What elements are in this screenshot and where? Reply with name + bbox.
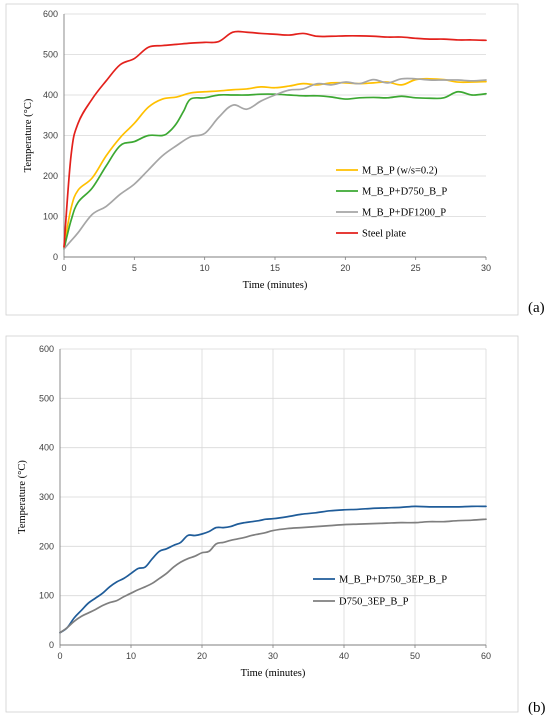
chart-a-xtick-4: 20 bbox=[340, 263, 350, 273]
chart-b-legend-label-0: M_B_P+D750_3EP_B_P bbox=[339, 575, 447, 586]
chart-b-xtick-0: 0 bbox=[57, 651, 62, 661]
chart-a-x-axis-label: Time (minutes) bbox=[243, 280, 308, 291]
chart-b-ytick-3: 300 bbox=[39, 492, 54, 502]
chart-a-series-2-line bbox=[63, 77, 487, 250]
chart-b-xtick-4: 40 bbox=[339, 651, 349, 661]
chart-b-xtick-3: 30 bbox=[268, 651, 278, 661]
chart-b-frame bbox=[5, 335, 519, 713]
chart-b-xtick-6: 60 bbox=[481, 651, 491, 661]
chart-a-ytick-6: 600 bbox=[43, 9, 58, 19]
chart-b-xtick-2: 20 bbox=[197, 651, 207, 661]
chart-a-xtick-1: 5 bbox=[132, 263, 137, 273]
chart-a-y-axis-label: Temperature (°C) bbox=[23, 98, 34, 172]
chart-a-legend-label-0: M_B_P (w/s=0.2) bbox=[362, 166, 438, 177]
chart-a-frame bbox=[5, 3, 519, 316]
chart-a-legend-label-1: M_B_P+D750_B_P bbox=[362, 187, 447, 198]
chart-a-xtick-0: 0 bbox=[61, 263, 66, 273]
chart-a-series-1-line bbox=[63, 90, 487, 250]
chart-b-ytick-2: 200 bbox=[39, 541, 54, 551]
chart-b-xtick-5: 50 bbox=[410, 651, 420, 661]
chart-a-ytick-2: 200 bbox=[43, 171, 58, 181]
chart-b-y-axis-label: Temperature (°C) bbox=[17, 460, 28, 534]
chart-a-xtick-2: 10 bbox=[200, 263, 210, 273]
chart-b-legend-label-1: D750_3EP_B_P bbox=[339, 597, 409, 608]
chart-a-ytick-1: 100 bbox=[43, 212, 58, 222]
chart-b-x-axis-label: Time (minutes) bbox=[241, 668, 306, 679]
chart-a-xtick-6: 30 bbox=[481, 263, 491, 273]
chart-b-xtick-1: 10 bbox=[126, 651, 136, 661]
chart-b-panel-label: (b) bbox=[528, 700, 546, 716]
chart-b-ytick-6: 600 bbox=[39, 344, 54, 354]
chart-a-legend-label-3: Steel plate bbox=[362, 229, 406, 240]
chart-a-legend-label-2: M_B_P+DF1200_P bbox=[362, 208, 446, 219]
chart-a-ytick-0: 0 bbox=[53, 252, 58, 262]
chart-b-ytick-1: 100 bbox=[39, 591, 54, 601]
chart-a: 0 100 200 300 400 500 600 0 5 10 15 20 25 30 Time (min… bbox=[23, 9, 491, 291]
chart-a-series-3-line bbox=[63, 30, 487, 248]
chart-b-series-0-line bbox=[59, 505, 487, 634]
chart-a-ytick-5: 500 bbox=[43, 50, 58, 60]
chart-b: 0 100 200 300 400 500 600 0 10 20 30 40 50 60 Time (mi… bbox=[17, 344, 491, 679]
chart-a-xtick-3: 15 bbox=[270, 263, 280, 273]
chart-b-ytick-0: 0 bbox=[49, 640, 54, 650]
chart-b-series-1-line bbox=[59, 518, 487, 634]
chart-a-panel-label: (a) bbox=[528, 300, 545, 316]
chart-a-ytick-3: 300 bbox=[43, 131, 58, 141]
chart-a-series-0-line bbox=[63, 77, 487, 248]
chart-b-ytick-5: 500 bbox=[39, 393, 54, 403]
chart-b-ytick-4: 400 bbox=[39, 443, 54, 453]
chart-a-ytick-4: 400 bbox=[43, 90, 58, 100]
chart-a-xtick-5: 25 bbox=[411, 263, 421, 273]
